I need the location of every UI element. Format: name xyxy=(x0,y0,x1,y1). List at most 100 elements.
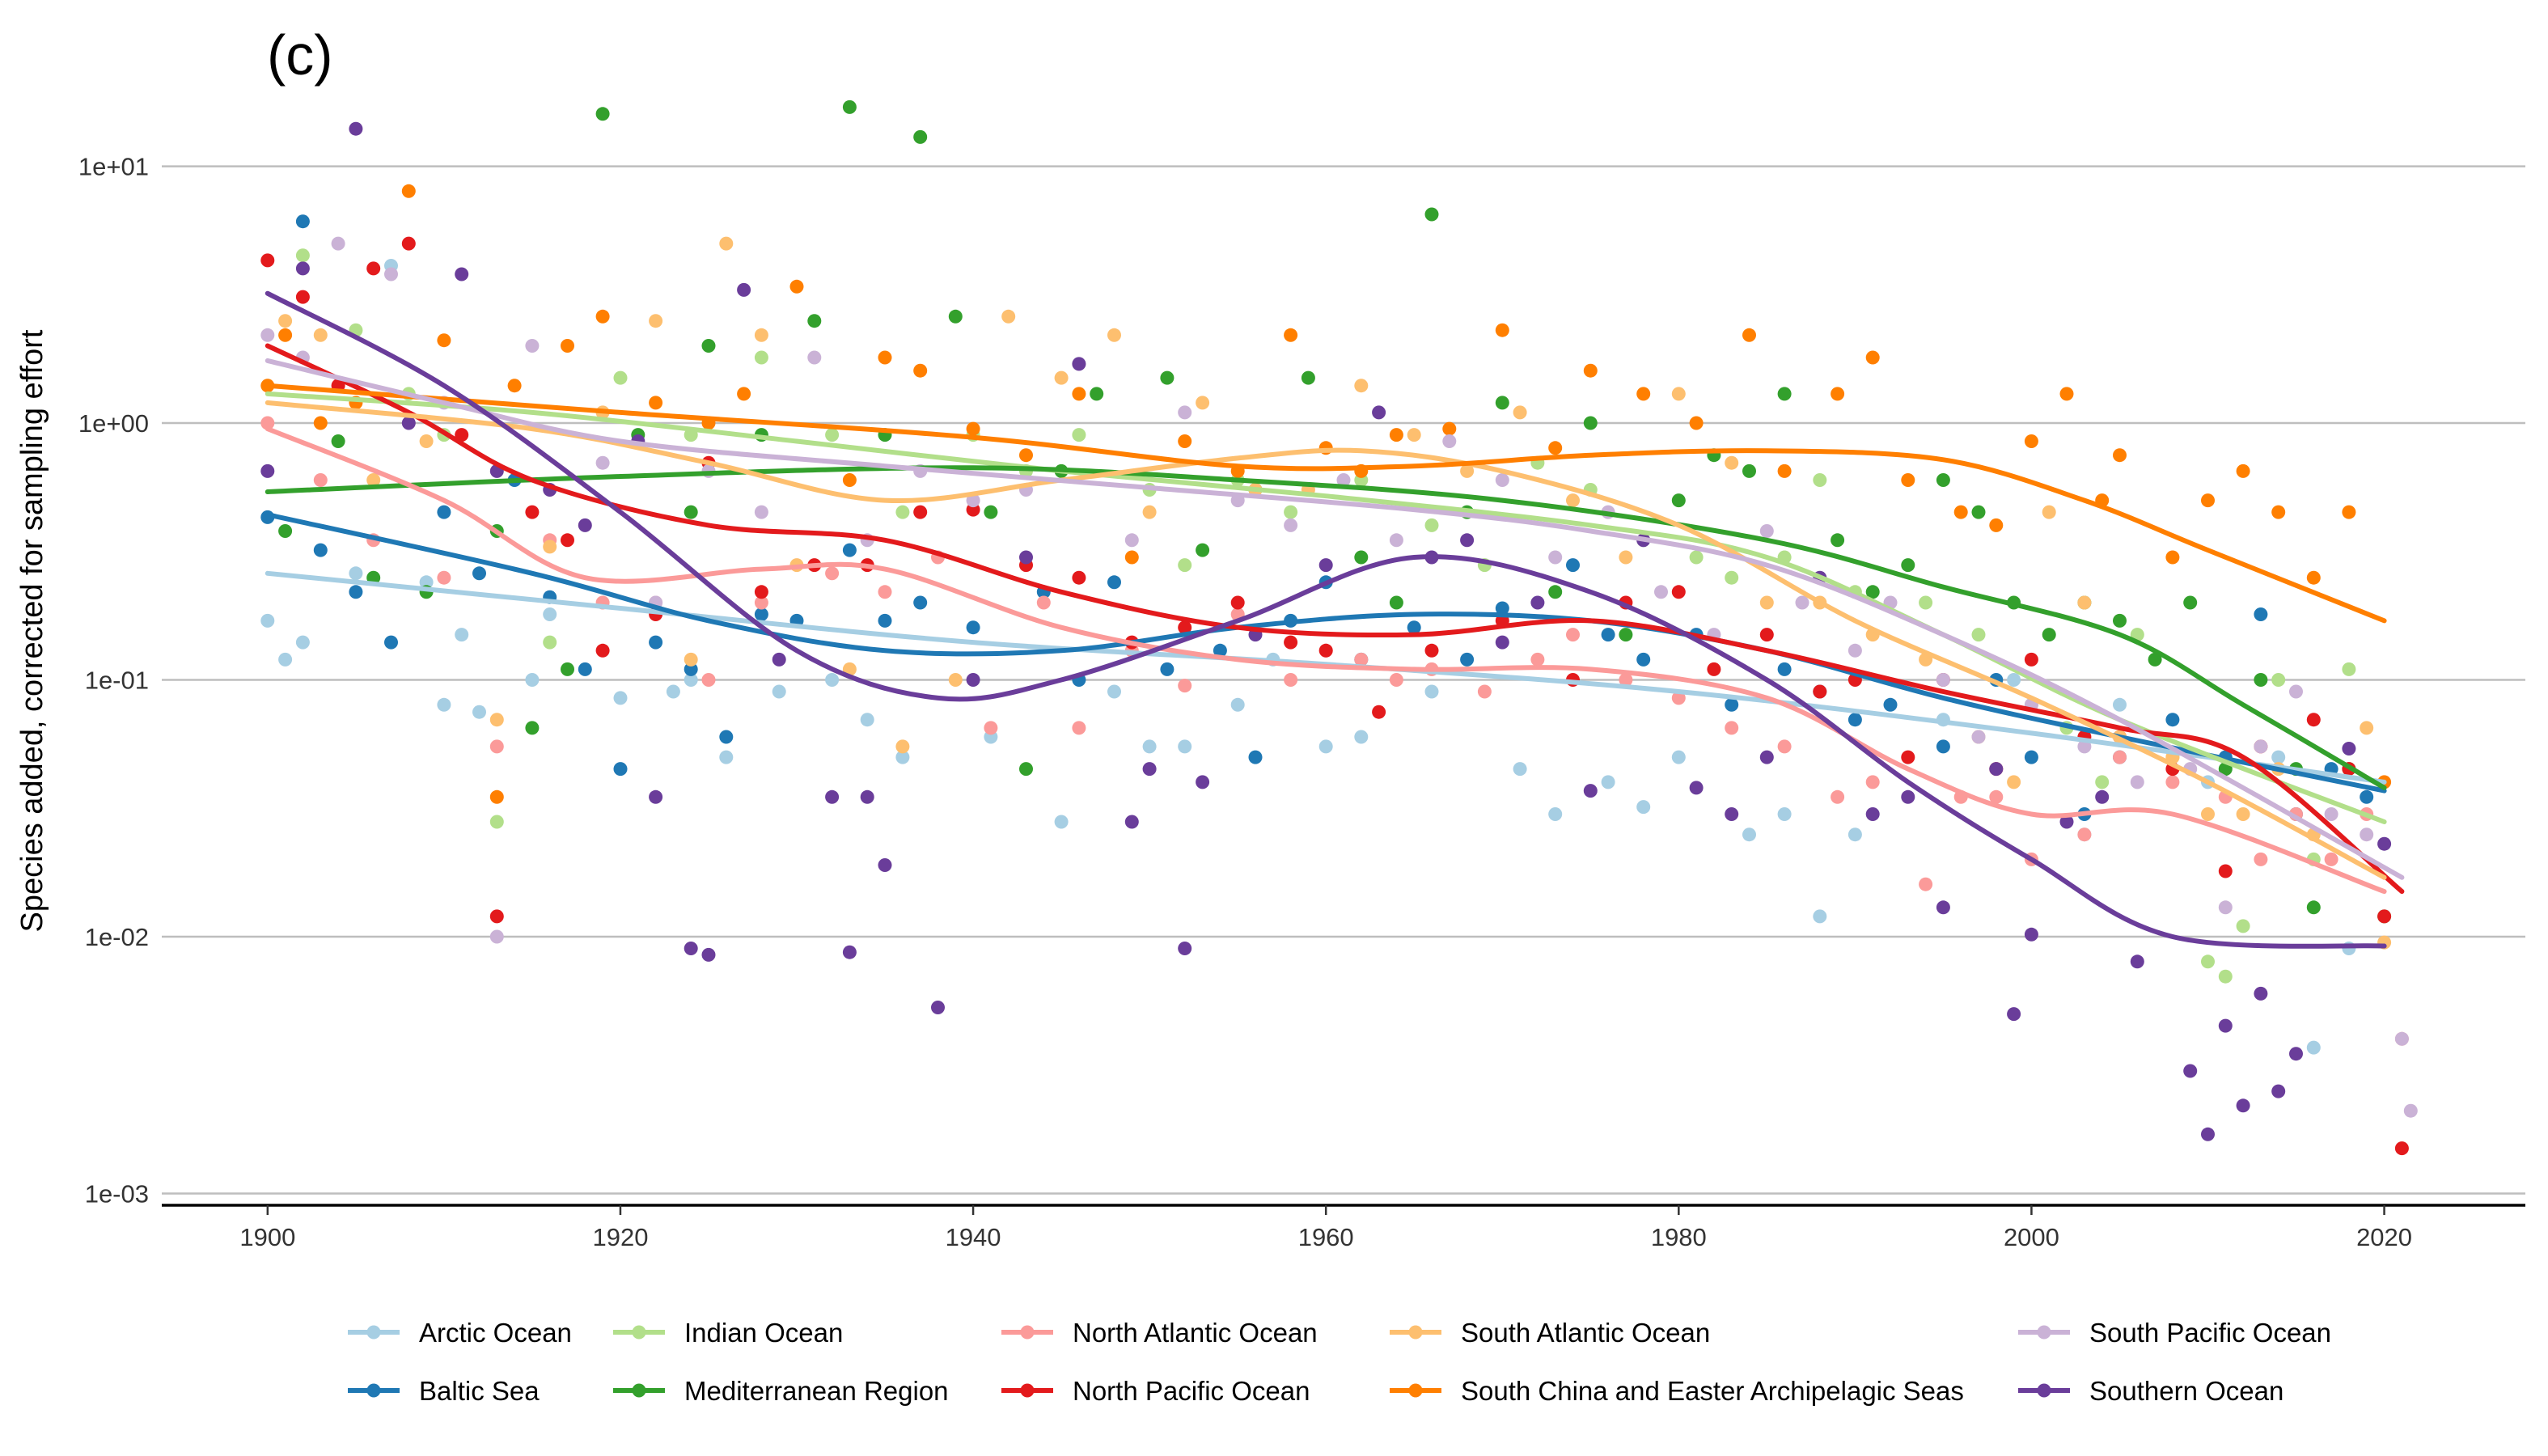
point-mediterranean-region xyxy=(561,662,574,676)
point-baltic-sea xyxy=(684,662,698,676)
point-baltic-sea xyxy=(1495,601,1509,616)
point-indian-ocean xyxy=(1813,473,1827,487)
point-south-pacific-ocean xyxy=(2360,827,2374,842)
point-southern-ocean xyxy=(1372,405,1386,420)
point-baltic-sea xyxy=(313,543,328,557)
legend-marker xyxy=(1408,1383,1423,1398)
point-north-pacific-ocean xyxy=(2306,713,2321,727)
point-south-pacific-ocean xyxy=(2324,807,2338,821)
point-arctic-ocean xyxy=(2007,673,2021,687)
point-southern-ocean xyxy=(1196,775,1210,789)
point-baltic-sea xyxy=(1248,750,1263,764)
point-arctic-ocean xyxy=(719,750,734,764)
point-north-pacific-ocean xyxy=(561,533,574,548)
point-baltic-sea xyxy=(349,585,363,599)
point-south-atlantic-ocean xyxy=(1759,595,1774,610)
point-baltic-sea xyxy=(649,635,663,650)
point-southern-ocean xyxy=(684,942,698,955)
point-mediterranean-region xyxy=(595,107,610,121)
point-indian-ocean xyxy=(295,248,310,263)
point-south-pacific-ocean xyxy=(1848,643,1862,658)
legend-label: South Atlantic Ocean xyxy=(1461,1318,1710,1348)
point-mediterranean-region xyxy=(1090,387,1104,401)
point-mediterranean-region xyxy=(1548,585,1563,599)
point-southern-ocean xyxy=(878,858,892,872)
point-south-atlantic-ocean xyxy=(1725,455,1739,470)
legend-label: Indian Ocean xyxy=(684,1318,843,1348)
y-tick-label: 1e+01 xyxy=(78,153,149,181)
point-mediterranean-region xyxy=(1971,505,1986,519)
point-south-atlantic-ocean xyxy=(313,328,328,342)
legend-item: Arctic Ocean xyxy=(348,1318,572,1348)
point-north-atlantic-ocean xyxy=(825,566,840,581)
point-south-china-and-easter-archipelagic-seas xyxy=(737,387,751,401)
point-mediterranean-region xyxy=(278,524,293,538)
point-south-atlantic-ocean xyxy=(1054,370,1069,385)
point-baltic-sea xyxy=(1725,697,1739,712)
point-mediterranean-region xyxy=(1495,396,1509,410)
point-south-china-and-easter-archipelagic-seas xyxy=(842,473,857,487)
point-southern-ocean xyxy=(1495,635,1509,650)
point-south-china-and-easter-archipelagic-seas xyxy=(1636,387,1651,401)
point-mediterranean-region xyxy=(1865,585,1880,599)
x-tick-label: 1960 xyxy=(1298,1223,1354,1251)
point-southern-ocean xyxy=(1989,762,2004,777)
point-north-pacific-ocean xyxy=(401,236,416,251)
point-south-pacific-ocean xyxy=(1759,524,1774,538)
point-southern-ocean xyxy=(2236,1098,2250,1113)
point-indian-ocean xyxy=(2236,919,2250,933)
point-indian-ocean xyxy=(825,428,840,442)
point-south-china-and-easter-archipelagic-seas xyxy=(1777,463,1792,478)
point-south-china-and-easter-archipelagic-seas xyxy=(1019,448,1033,463)
point-south-atlantic-ocean xyxy=(366,473,381,487)
point-baltic-sea xyxy=(472,566,486,581)
point-north-pacific-ocean xyxy=(1372,705,1386,719)
point-south-china-and-easter-archipelagic-seas xyxy=(1072,387,1086,401)
legend-item: South Pacific Ocean xyxy=(2018,1318,2331,1348)
point-south-china-and-easter-archipelagic-seas xyxy=(2113,448,2127,463)
point-southern-ocean xyxy=(1530,595,1545,610)
point-arctic-ocean xyxy=(1142,739,1157,754)
point-south-atlantic-ocean xyxy=(278,314,293,328)
point-baltic-sea xyxy=(1407,620,1421,635)
y-tick-label: 1e-01 xyxy=(85,667,149,695)
point-north-pacific-ocean xyxy=(1424,643,1439,658)
point-southern-ocean xyxy=(1936,900,1950,915)
point-southern-ocean xyxy=(1142,762,1157,777)
point-north-pacific-ocean xyxy=(2377,909,2392,924)
legend-item: South China and Easter Archipelagic Seas xyxy=(1390,1376,1964,1406)
trend-line-north-atlantic-ocean xyxy=(265,426,2387,895)
point-south-china-and-easter-archipelagic-seas xyxy=(2342,505,2356,519)
point-arctic-ocean xyxy=(1107,684,1121,699)
point-southern-ocean xyxy=(1759,750,1774,764)
point-baltic-sea xyxy=(966,620,980,635)
point-south-china-and-easter-archipelagic-seas xyxy=(489,789,504,804)
point-north-pacific-ocean xyxy=(1230,595,1245,610)
point-south-atlantic-ocean xyxy=(1196,396,1210,410)
point-south-china-and-easter-archipelagic-seas xyxy=(1389,428,1403,442)
point-baltic-sea xyxy=(384,635,398,650)
point-indian-ocean xyxy=(2342,662,2356,676)
point-north-atlantic-ocean xyxy=(2077,827,2092,842)
point-baltic-sea xyxy=(613,762,628,777)
point-south-pacific-ocean xyxy=(595,455,610,470)
point-south-china-and-easter-archipelagic-seas xyxy=(789,279,804,294)
point-mediterranean-region xyxy=(807,314,822,328)
point-north-pacific-ocean xyxy=(2024,652,2038,667)
point-mediterranean-region xyxy=(1424,207,1439,222)
point-indian-ocean xyxy=(1072,428,1086,442)
point-north-atlantic-ocean xyxy=(260,416,275,430)
point-north-pacific-ocean xyxy=(913,505,928,519)
point-mediterranean-region xyxy=(948,309,963,324)
point-south-atlantic-ocean xyxy=(1354,379,1369,393)
point-baltic-sea xyxy=(913,595,928,610)
point-indian-ocean xyxy=(1919,595,1933,610)
point-north-pacific-ocean xyxy=(260,253,275,268)
point-south-atlantic-ocean xyxy=(489,713,504,727)
legend-marker xyxy=(632,1325,646,1340)
point-south-atlantic-ocean xyxy=(1142,505,1157,519)
point-southern-ocean xyxy=(2130,954,2144,969)
legend-label: North Pacific Ocean xyxy=(1073,1376,1310,1406)
point-north-atlantic-ocean xyxy=(1566,628,1580,642)
